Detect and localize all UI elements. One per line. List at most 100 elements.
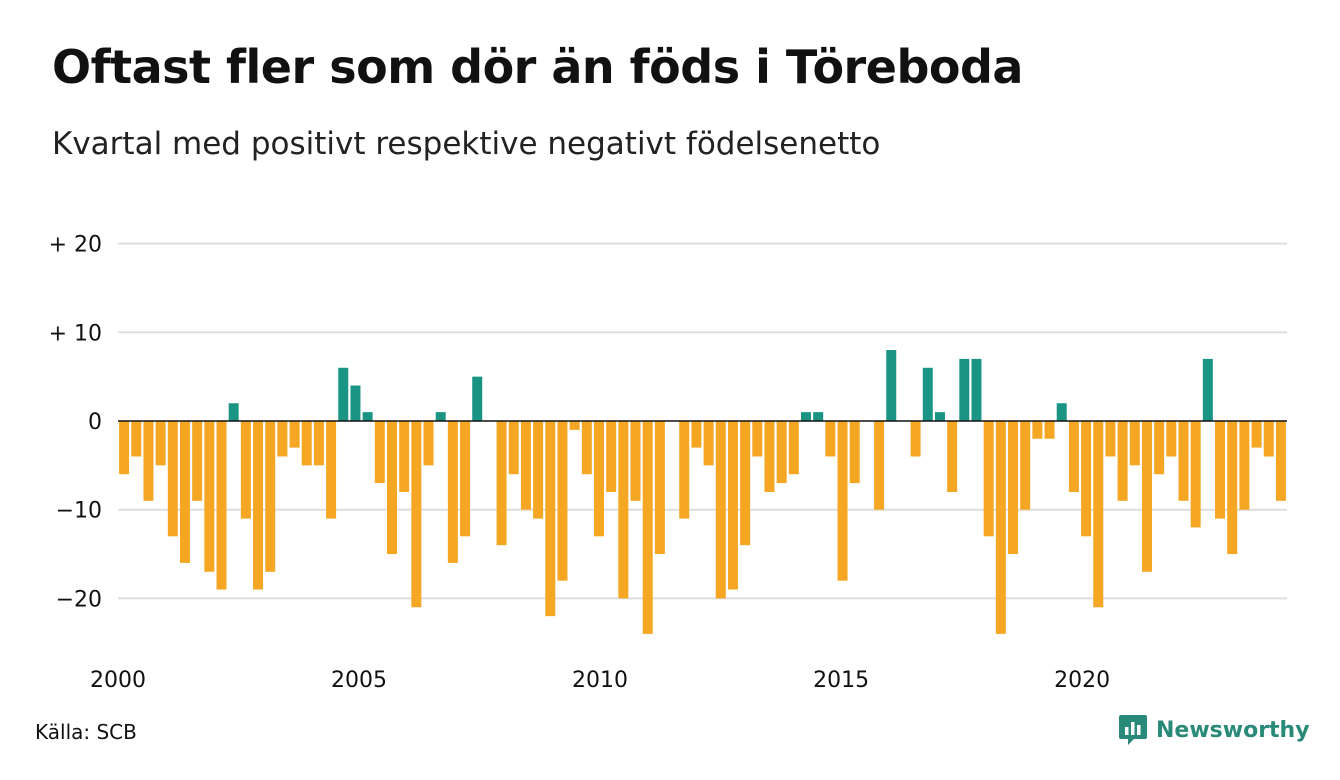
- bar: [849, 421, 860, 484]
- bar: [1215, 421, 1226, 519]
- brand-name: Newsworthy: [1156, 717, 1310, 743]
- bar: [715, 421, 726, 599]
- bar: [460, 421, 471, 537]
- bar: [374, 421, 385, 484]
- gridlines: [118, 242, 1287, 600]
- bar: [326, 421, 337, 519]
- x-axis-labels: 2000 2005 2010 2015 2020: [90, 668, 1110, 693]
- bar: [995, 421, 1006, 634]
- bar: [155, 421, 166, 466]
- bar: [289, 421, 300, 448]
- newsworthy-logo-icon: [1119, 715, 1147, 745]
- bar: [1154, 421, 1165, 475]
- bar: [654, 421, 665, 555]
- bar: [192, 421, 203, 501]
- bar: [1044, 421, 1055, 439]
- bar: [119, 421, 130, 475]
- bar: [813, 412, 824, 421]
- bar: [959, 358, 970, 421]
- bar: [776, 421, 787, 484]
- x-tick-label: 2020: [1054, 668, 1110, 693]
- bar: [630, 421, 641, 501]
- bar: [886, 350, 897, 421]
- bar: [557, 421, 568, 581]
- bar: [922, 367, 933, 421]
- x-tick-label: 2005: [331, 668, 387, 693]
- bar: [691, 421, 702, 448]
- bar: [983, 421, 994, 537]
- bar: [910, 421, 921, 457]
- bar: [216, 421, 227, 590]
- bar: [1239, 421, 1250, 510]
- bar: [338, 367, 349, 421]
- bar: [435, 412, 446, 421]
- bar: [1251, 421, 1262, 448]
- bar: [642, 421, 653, 634]
- bar: [703, 421, 714, 466]
- bar: [740, 421, 751, 546]
- bar: [1129, 421, 1140, 466]
- bar: [679, 421, 690, 519]
- bar: [520, 421, 531, 510]
- bar: [1117, 421, 1128, 501]
- bar: [228, 403, 239, 421]
- bar: [1056, 403, 1067, 421]
- bar: [472, 376, 483, 421]
- bar: [399, 421, 410, 492]
- y-tick-label: + 10: [49, 321, 102, 346]
- bar: [533, 421, 544, 519]
- newsworthy-brand[interactable]: Newsworthy: [1118, 712, 1310, 748]
- bar: [313, 421, 324, 466]
- bar: [253, 421, 264, 590]
- bar: [934, 412, 945, 421]
- bar: [727, 421, 738, 590]
- bar: [131, 421, 142, 457]
- bar: [386, 421, 397, 555]
- bar: [179, 421, 190, 563]
- bar: [1141, 421, 1152, 572]
- bar: [752, 421, 763, 457]
- bar: [1020, 421, 1031, 510]
- x-tick-label: 2010: [572, 668, 628, 693]
- bar: [240, 421, 251, 519]
- bar: [825, 421, 836, 457]
- bar: [1202, 358, 1213, 421]
- source-note: Källa: SCB: [35, 720, 137, 744]
- bar-chart: + 20 + 10 0 −10 −20 2000 2005 2010 2015 2020: [49, 233, 1287, 693]
- bar: [545, 421, 556, 617]
- y-tick-label: 0: [88, 410, 102, 435]
- bar: [569, 421, 580, 430]
- bar: [277, 421, 288, 457]
- chart-subtitle: Kvartal med positivt respektive negativt…: [52, 126, 881, 162]
- bar: [788, 421, 799, 475]
- bar: [496, 421, 507, 546]
- bar: [594, 421, 604, 537]
- bar: [1008, 421, 1019, 555]
- bar: [204, 421, 215, 572]
- bar: [1068, 421, 1079, 492]
- bar: [447, 421, 458, 563]
- bar: [411, 421, 422, 608]
- bar: [1178, 421, 1189, 501]
- bar: [618, 421, 629, 599]
- bar: [1227, 421, 1238, 555]
- bar: [947, 421, 958, 492]
- bar: [350, 385, 361, 421]
- x-tick-label: 2015: [813, 668, 869, 693]
- bar: [1081, 421, 1092, 537]
- chart-title: Oftast fler som dör än föds i Töreboda: [52, 40, 1023, 94]
- bars: [119, 350, 1286, 634]
- y-axis-labels: + 20 + 10 0 −10 −20: [49, 233, 102, 613]
- bar: [143, 421, 154, 501]
- bar: [874, 421, 885, 510]
- bar: [764, 421, 775, 492]
- bar: [265, 421, 276, 572]
- y-tick-label: −20: [56, 587, 102, 612]
- x-tick-label: 2000: [90, 668, 146, 693]
- bar: [581, 421, 592, 475]
- bar: [301, 421, 312, 466]
- bar: [971, 358, 982, 421]
- y-tick-label: + 20: [49, 233, 102, 258]
- bar: [1263, 421, 1274, 457]
- bar: [837, 421, 848, 581]
